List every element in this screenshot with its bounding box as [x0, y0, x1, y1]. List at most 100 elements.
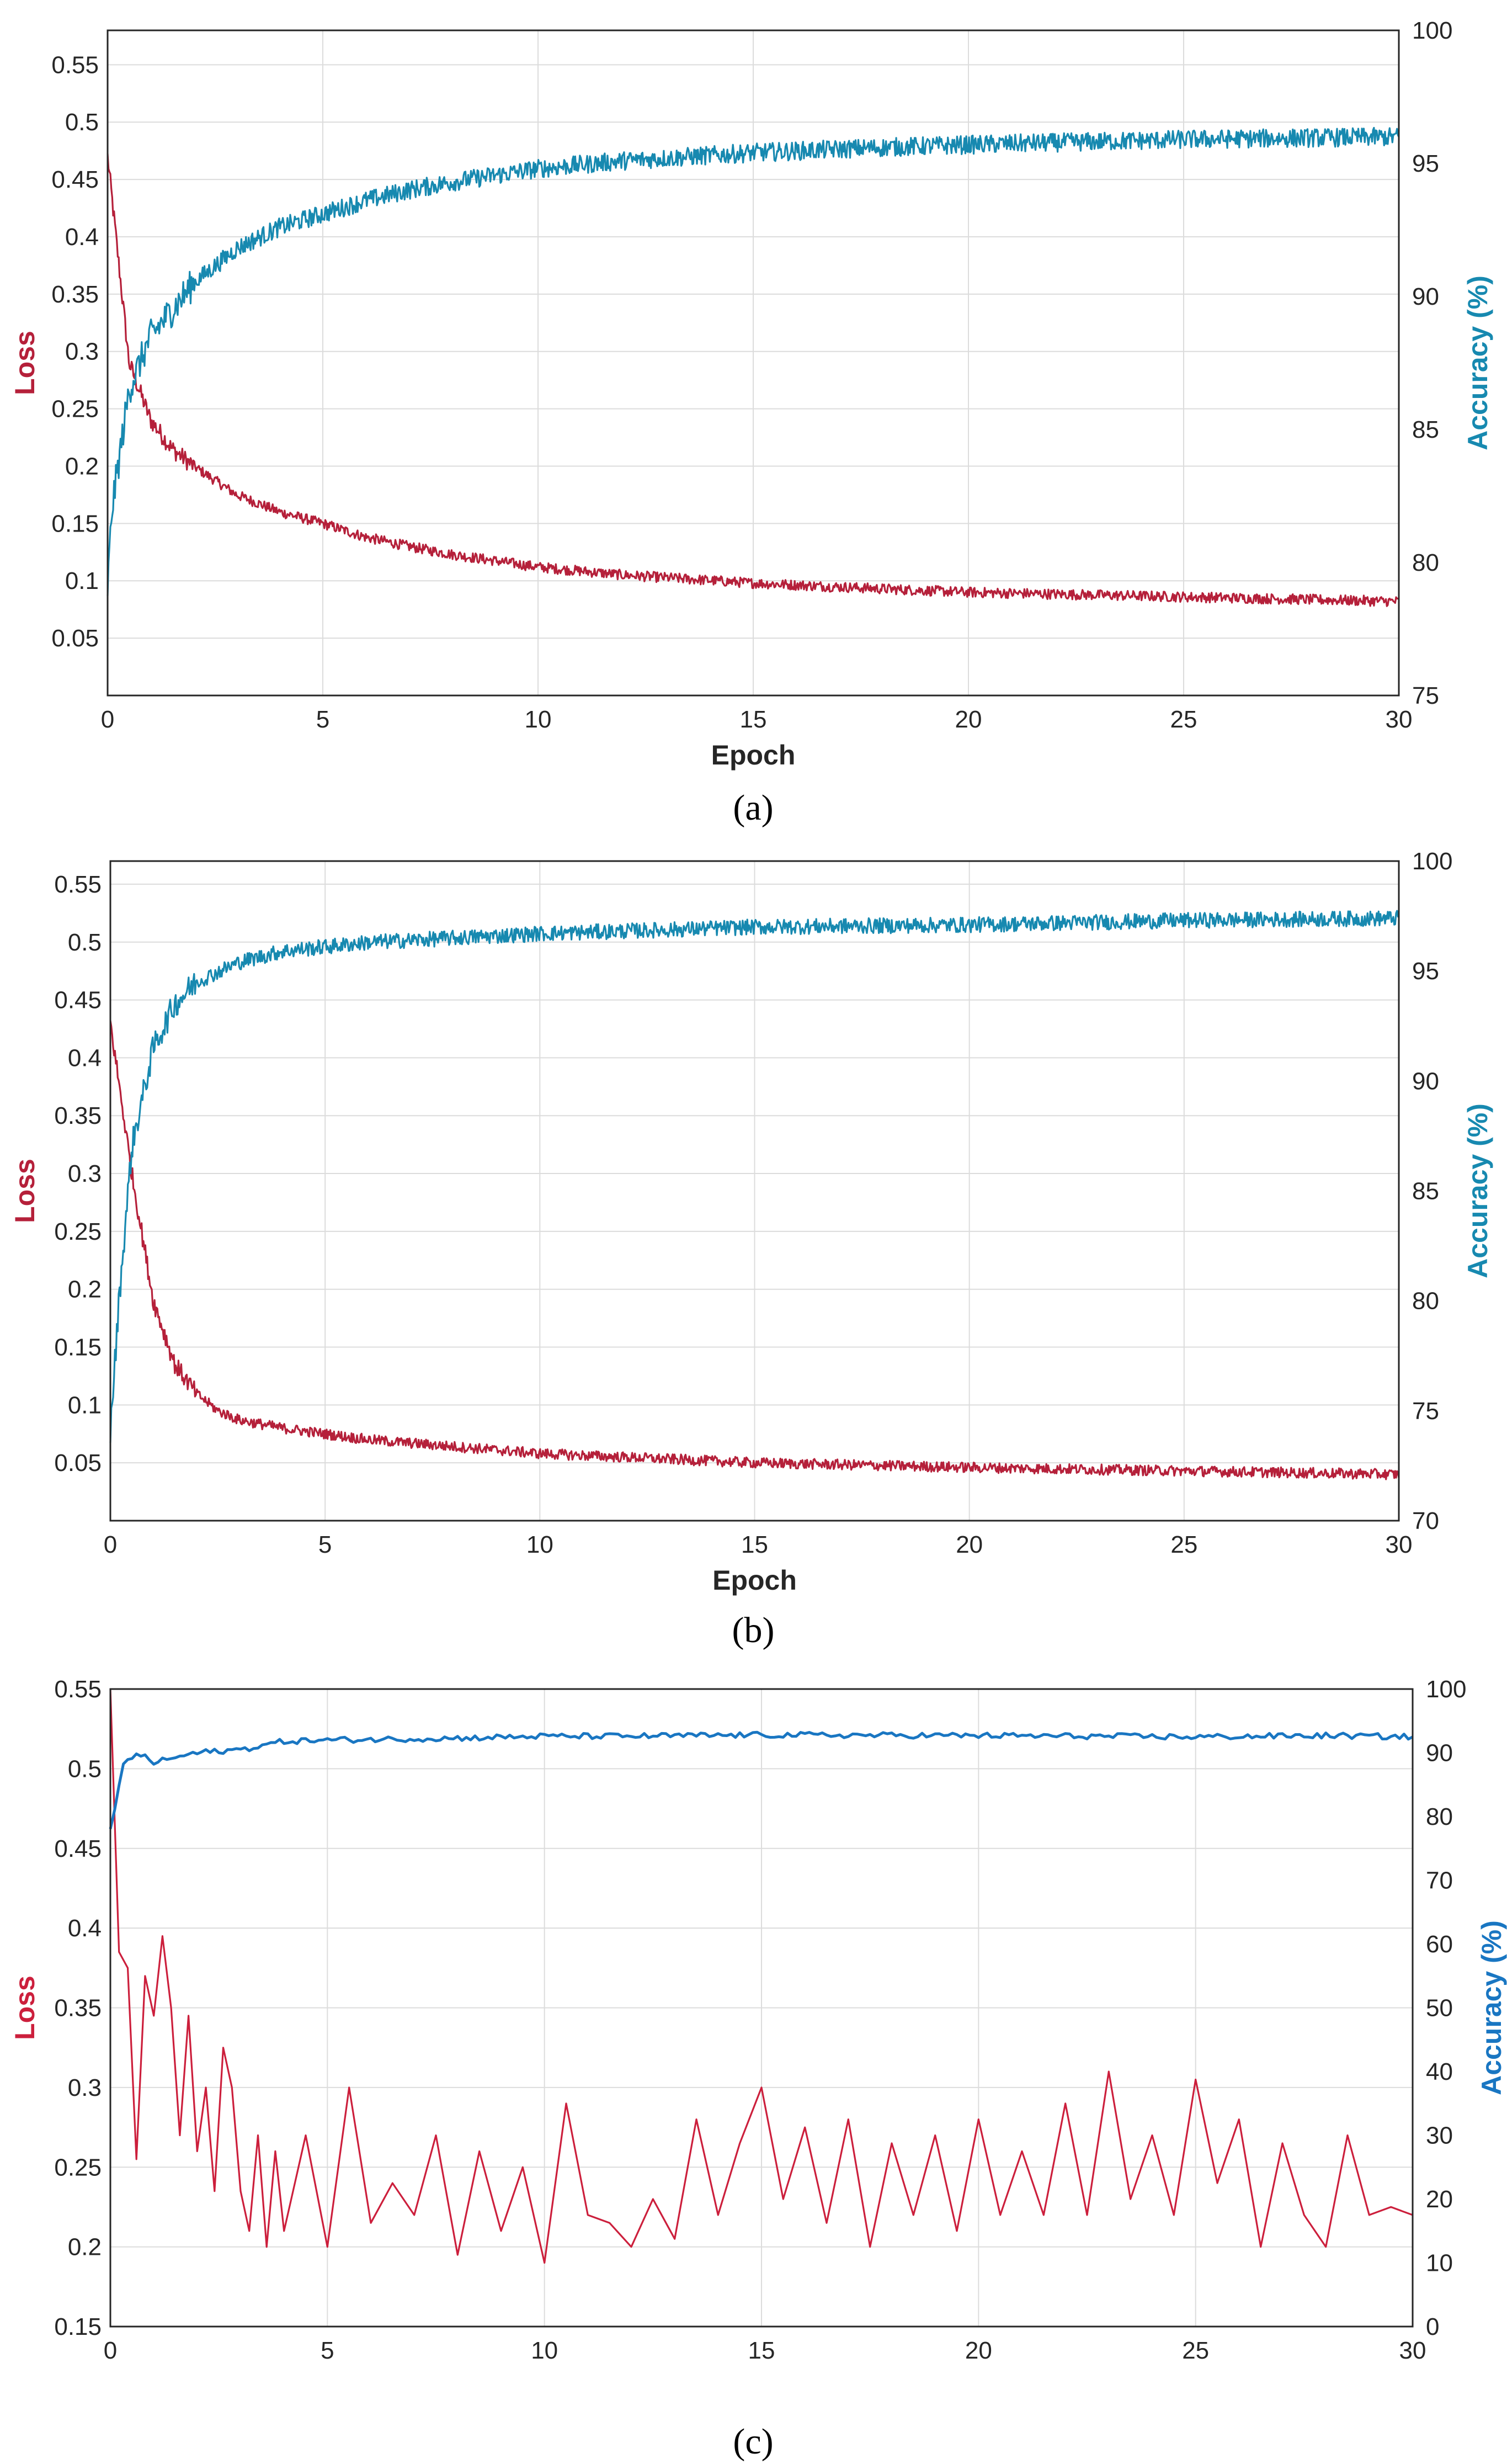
y-left-tick-label: 0.35	[54, 1102, 102, 1129]
y-right-tick-label: 85	[1412, 416, 1439, 443]
y-right-tick-label: 90	[1426, 1740, 1453, 1767]
y-right-tick-label: 10	[1426, 2250, 1453, 2277]
y-right-tick-label: 100	[1412, 17, 1452, 44]
y-left-axis-label: Loss	[9, 1976, 40, 2040]
y-left-tick-label: 0.05	[54, 1449, 102, 1477]
chart-panel-c: 0 5 10 15 20 25 30 0.15 0.2 0.25 0.3 0.35 0.4 0.45 0.5…	[9, 1676, 1507, 2462]
x-tick-label: 15	[748, 2337, 775, 2364]
y-right-tick-label: 70	[1426, 1867, 1453, 1894]
y-left-tick-label: 0.5	[68, 1755, 102, 1782]
y-left-tick-label: 0.55	[54, 1676, 102, 1703]
x-tick-label: 0	[104, 1531, 117, 1558]
x-tick-label: 20	[956, 1531, 983, 1558]
y-left-tick-label: 0.45	[51, 166, 99, 193]
x-tick-label: 20	[955, 706, 982, 733]
y-right-tick-label: 0	[1426, 2313, 1439, 2340]
y-left-tick-label: 0.3	[68, 2074, 102, 2101]
y-left-tick-label: 0.5	[68, 929, 102, 956]
y-left-tick-label: 0.2	[68, 1276, 102, 1303]
y-right-tick-label: 75	[1412, 1398, 1439, 1425]
y-right-tick-label: 60	[1426, 1931, 1453, 1958]
y-left-tick-label: 0.05	[51, 625, 99, 652]
y-right-tick-label: 30	[1426, 2122, 1453, 2149]
y-right-tick-label: 100	[1426, 1676, 1466, 1703]
x-tick-label: 15	[740, 706, 767, 733]
y-left-tick-label: 0.25	[54, 2154, 102, 2181]
x-tick-label: 5	[318, 1531, 332, 1558]
y-left-tick-label: 0.55	[54, 871, 102, 898]
y-left-tick-label: 0.45	[54, 1835, 102, 1862]
x-tick-label: 0	[104, 2337, 117, 2364]
x-tick-label: 10	[526, 1531, 553, 1558]
y-right-tick-label: 50	[1426, 1995, 1453, 2022]
y-left-tick-label: 0.5	[65, 109, 99, 136]
x-tick-label: 20	[965, 2337, 992, 2364]
y-right-tick-label: 90	[1412, 283, 1439, 310]
y-right-tick-label: 75	[1412, 682, 1439, 709]
y-right-tick-label: 85	[1412, 1178, 1439, 1205]
y-right-tick-label: 90	[1412, 1068, 1439, 1095]
loss-series-line	[109, 1688, 1413, 2264]
y-right-tick-label: 80	[1412, 1288, 1439, 1315]
y-left-tick-label: 0.1	[68, 1392, 102, 1419]
y-left-tick-label: 0.25	[54, 1218, 102, 1245]
x-tick-label: 0	[101, 706, 114, 733]
y-right-tick-label: 100	[1412, 848, 1452, 875]
y-left-tick-label: 0.15	[54, 2313, 102, 2340]
y-right-tick-label: 80	[1412, 549, 1439, 576]
x-tick-label: 25	[1182, 2337, 1209, 2364]
x-tick-label: 5	[316, 706, 329, 733]
loss-series-line	[106, 153, 1399, 607]
chart-panel-a: 0 5 10 15 20 25 30 0.05 0.1 0.15 0.2 0.25 0.3 0.35 0.4…	[9, 17, 1493, 828]
y-right-axis-label: Accuracy (%)	[1462, 275, 1493, 450]
y-right-axis-label: Accuracy (%)	[1462, 1103, 1493, 1278]
y-left-tick-label: 0.55	[51, 51, 99, 78]
y-left-tick-label: 0.4	[68, 1044, 102, 1071]
panel-caption: (a)	[733, 788, 773, 828]
panel-caption: (c)	[733, 2421, 773, 2462]
x-axis-label: Epoch	[712, 1565, 797, 1596]
y-left-tick-label: 0.4	[65, 224, 99, 251]
y-left-tick-label: 0.15	[54, 1334, 102, 1361]
accuracy-series-line	[109, 910, 1400, 1443]
x-tick-label: 10	[525, 706, 552, 733]
y-right-tick-label: 20	[1426, 2186, 1453, 2213]
y-left-tick-label: 0.45	[54, 987, 102, 1014]
x-tick-label: 15	[741, 1531, 768, 1558]
y-left-tick-label: 0.2	[68, 2234, 102, 2261]
x-tick-label: 30	[1386, 1531, 1413, 1558]
x-tick-label: 25	[1170, 1531, 1197, 1558]
y-left-axis-label: Loss	[9, 1159, 40, 1223]
y-left-tick-label: 0.25	[51, 396, 99, 423]
x-tick-label: 30	[1386, 706, 1413, 733]
y-left-tick-label: 0.3	[68, 1160, 102, 1187]
y-left-tick-label: 0.35	[51, 281, 99, 308]
y-right-tick-label: 95	[1412, 958, 1439, 985]
y-left-tick-label: 0.4	[68, 1915, 102, 1942]
x-axis-label: Epoch	[711, 740, 796, 771]
x-tick-label: 10	[531, 2337, 558, 2364]
y-left-axis-label: Loss	[9, 331, 40, 395]
y-right-tick-label: 40	[1426, 2058, 1453, 2085]
x-tick-label: 5	[321, 2337, 334, 2364]
y-left-tick-label: 0.35	[54, 1995, 102, 2022]
plot-frame	[106, 29, 1400, 697]
y-right-tick-label: 80	[1426, 1803, 1453, 1830]
loss-series-line	[109, 1020, 1400, 1480]
x-tick-label: 30	[1399, 2337, 1426, 2364]
y-left-tick-label: 0.2	[65, 453, 99, 480]
y-right-tick-label: 95	[1412, 150, 1439, 177]
accuracy-series-line	[106, 126, 1400, 596]
y-left-tick-label: 0.3	[65, 338, 99, 365]
plot-frame	[109, 1688, 1414, 2328]
y-right-tick-label: 70	[1412, 1507, 1439, 1534]
chart-panel-b: 0 5 10 15 20 25 30 0.05 0.1 0.15 0.2 0.25 0.3 0.35 0.4…	[9, 848, 1493, 1650]
panel-caption: (b)	[732, 1610, 775, 1650]
plot-frame	[109, 860, 1400, 1522]
accuracy-series-line	[109, 1730, 1414, 1830]
y-left-tick-label: 0.1	[65, 567, 99, 594]
x-tick-label: 25	[1170, 706, 1197, 733]
y-right-axis-label: Accuracy (%)	[1476, 1920, 1507, 2095]
y-left-tick-label: 0.15	[51, 510, 99, 537]
